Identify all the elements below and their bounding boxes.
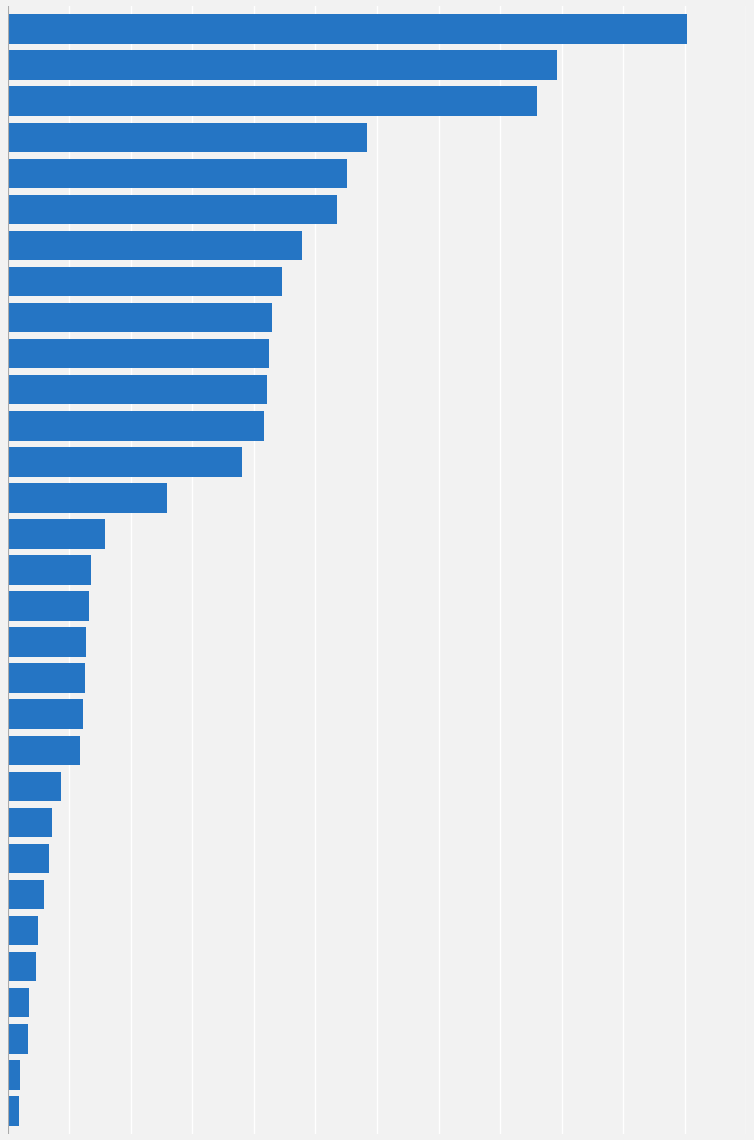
Bar	[8, 230, 302, 260]
Bar	[8, 519, 106, 548]
Bar	[8, 195, 337, 225]
Bar	[8, 1024, 27, 1053]
Bar	[8, 375, 267, 405]
Bar	[8, 50, 556, 80]
Bar	[8, 663, 85, 693]
Bar	[8, 952, 36, 982]
Bar	[8, 1096, 19, 1125]
Bar	[8, 880, 44, 910]
Bar	[8, 483, 167, 513]
Bar	[8, 158, 347, 188]
Bar	[8, 627, 87, 657]
Bar	[8, 915, 38, 945]
Bar	[8, 592, 90, 621]
Bar	[8, 807, 53, 837]
Bar	[8, 700, 84, 728]
Bar	[8, 772, 62, 801]
Bar	[8, 1060, 20, 1090]
Bar	[8, 412, 264, 440]
Bar	[8, 87, 537, 116]
Bar	[8, 735, 81, 765]
Bar	[8, 15, 687, 44]
Bar	[8, 267, 282, 296]
Bar	[8, 844, 50, 873]
Bar	[8, 988, 29, 1018]
Bar	[8, 122, 367, 152]
Bar	[8, 447, 242, 477]
Bar	[8, 339, 269, 368]
Bar	[8, 303, 272, 333]
Bar	[8, 555, 91, 585]
